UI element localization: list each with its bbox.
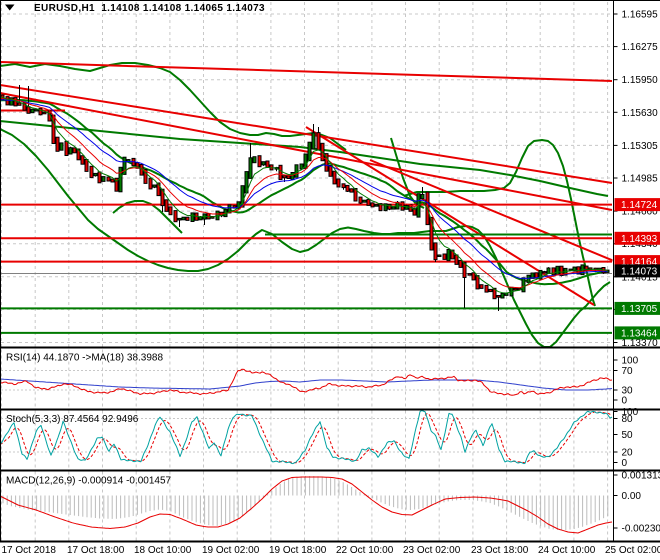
- svg-text:100: 100: [622, 407, 639, 418]
- svg-text:18 Oct 10:00: 18 Oct 10:00: [134, 545, 192, 556]
- svg-text:70: 70: [622, 366, 634, 377]
- svg-text:1.14985: 1.14985: [622, 174, 659, 185]
- svg-text:19 Oct 02:00: 19 Oct 02:00: [202, 545, 260, 556]
- svg-text:1.14164: 1.14164: [621, 257, 658, 268]
- svg-text:80: 80: [622, 414, 634, 425]
- svg-text:1.13705: 1.13705: [621, 304, 658, 315]
- svg-text:1.14015: 1.14015: [622, 272, 659, 283]
- svg-text:25 Oct 02:00: 25 Oct 02:00: [605, 545, 660, 556]
- svg-text:22 Oct 10:00: 22 Oct 10:00: [336, 545, 394, 556]
- svg-text:1.15630: 1.15630: [622, 108, 659, 119]
- svg-text:0.001313: 0.001313: [622, 471, 660, 482]
- svg-text:1.14393: 1.14393: [621, 234, 658, 245]
- svg-text:RSI(14) 44.1870 ->MA(18) 38.3: RSI(14) 44.1870 ->MA(18) 38.3988: [6, 353, 163, 364]
- svg-text:23 Oct 02:00: 23 Oct 02:00: [403, 545, 461, 556]
- svg-text:1.15950: 1.15950: [622, 75, 659, 86]
- svg-text:0.00: 0.00: [622, 491, 642, 502]
- svg-text:23 Oct 18:00: 23 Oct 18:00: [471, 545, 529, 556]
- svg-text:1.13464: 1.13464: [621, 328, 658, 339]
- svg-text:1.13370: 1.13370: [622, 338, 659, 349]
- svg-text:1.14073: 1.14073: [621, 266, 658, 277]
- svg-text:17 Oct 18:00: 17 Oct 18:00: [67, 545, 125, 556]
- svg-text:100: 100: [622, 356, 639, 367]
- svg-text:1.15305: 1.15305: [622, 141, 659, 152]
- svg-text:MACD(12,26,9) -0.000914 -0.001: MACD(12,26,9) -0.000914 -0.001457: [6, 476, 172, 487]
- svg-text:20: 20: [622, 448, 634, 459]
- svg-text:0: 0: [622, 458, 628, 469]
- svg-text:1.14724: 1.14724: [621, 200, 658, 211]
- svg-text:1.16275: 1.16275: [622, 42, 659, 53]
- svg-text:1.14660: 1.14660: [622, 207, 659, 218]
- svg-text:Stoch(5,3,3) 87.4564 92.9496: Stoch(5,3,3) 87.4564 92.9496: [6, 414, 139, 425]
- svg-text:-0.002303: -0.002303: [622, 524, 660, 535]
- svg-text:50: 50: [622, 430, 634, 441]
- svg-text:EURUSD,H1 1.14108 1.14108 1.1: EURUSD,H1 1.14108 1.14108 1.14065 1.1407…: [34, 3, 265, 14]
- svg-text:19 Oct 18:00: 19 Oct 18:00: [269, 545, 327, 556]
- svg-text:24 Oct 10:00: 24 Oct 10:00: [538, 545, 596, 556]
- svg-text:1.16595: 1.16595: [622, 10, 659, 21]
- svg-text:0: 0: [622, 396, 628, 407]
- svg-text:17 Oct 2018: 17 Oct 2018: [2, 545, 57, 556]
- svg-text:30: 30: [622, 386, 634, 397]
